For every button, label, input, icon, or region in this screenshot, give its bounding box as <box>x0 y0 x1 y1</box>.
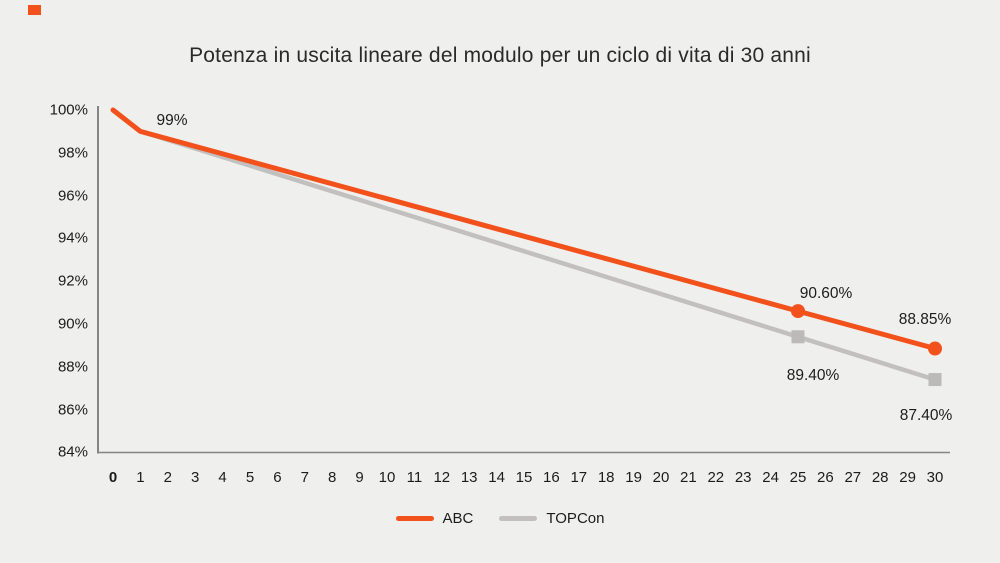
y-tick: 92% <box>57 272 88 290</box>
x-tick: 24 <box>762 469 779 486</box>
x-tick: 4 <box>218 469 227 486</box>
x-tick: 14 <box>488 469 505 486</box>
x-tick: 21 <box>680 469 697 486</box>
x-tick: 1 <box>136 469 145 486</box>
x-tick: 7 <box>300 469 309 486</box>
data-label: 88.85% <box>898 311 952 328</box>
y-tick: 88% <box>57 358 88 376</box>
x-tick: 11 <box>406 469 423 486</box>
topcon-marker <box>928 373 942 387</box>
legend-item-abc: ABC <box>395 510 474 527</box>
x-tick: 15 <box>515 469 533 486</box>
x-tick: 20 <box>652 469 670 486</box>
x-tick: 23 <box>734 469 752 486</box>
x-tick: 13 <box>460 469 478 486</box>
x-tick: 28 <box>871 469 889 486</box>
y-tick: 94% <box>57 229 88 247</box>
y-tick: 100% <box>49 101 88 119</box>
legend-swatch-abc <box>395 516 434 521</box>
legend-swatch-topcon <box>499 516 538 521</box>
x-tick: 27 <box>844 469 862 486</box>
y-tick: 96% <box>57 187 88 205</box>
x-tick: 3 <box>191 469 200 486</box>
legend-item-topcon: TOPCon <box>499 510 604 527</box>
x-tick: 0 <box>108 469 118 486</box>
x-tick: 25 <box>789 469 807 486</box>
x-tick: 5 <box>245 469 255 486</box>
legend-label: TOPCon <box>546 510 605 527</box>
abc-line <box>110 107 938 351</box>
y-tick: 98% <box>57 144 88 162</box>
legend: ABC TOPCon <box>0 510 1000 527</box>
x-tick: 2 <box>163 469 172 486</box>
legend-label: ABC <box>442 510 474 527</box>
y-tick: 90% <box>57 315 88 333</box>
x-tick: 10 <box>378 469 396 486</box>
y-tick: 84% <box>57 443 88 461</box>
x-tick: 18 <box>597 469 615 486</box>
data-label: 90.60% <box>799 285 853 302</box>
chart-title: Potenza in uscita lineare del modulo per… <box>189 44 811 67</box>
data-label: 89.40% <box>786 367 840 384</box>
topcon-line <box>110 107 938 382</box>
x-tick: 22 <box>707 469 725 486</box>
data-label: 87.40% <box>899 407 953 424</box>
data-label: 99% <box>156 112 188 129</box>
x-tick: 19 <box>625 469 642 486</box>
x-tick: 6 <box>273 469 282 486</box>
x-tick: 9 <box>355 469 364 486</box>
abc-marker <box>928 341 942 356</box>
brand-accent-square <box>28 5 41 15</box>
x-tick: 17 <box>570 469 588 486</box>
x-tick: 30 <box>926 469 944 486</box>
topcon-marker <box>791 330 805 344</box>
x-tick: 12 <box>433 469 451 486</box>
x-tick: 26 <box>817 469 834 486</box>
x-tick: 29 <box>899 469 916 486</box>
abc-marker <box>791 304 805 319</box>
x-tick: 8 <box>328 469 337 486</box>
y-tick: 86% <box>57 401 88 418</box>
x-tick: 16 <box>543 469 560 486</box>
